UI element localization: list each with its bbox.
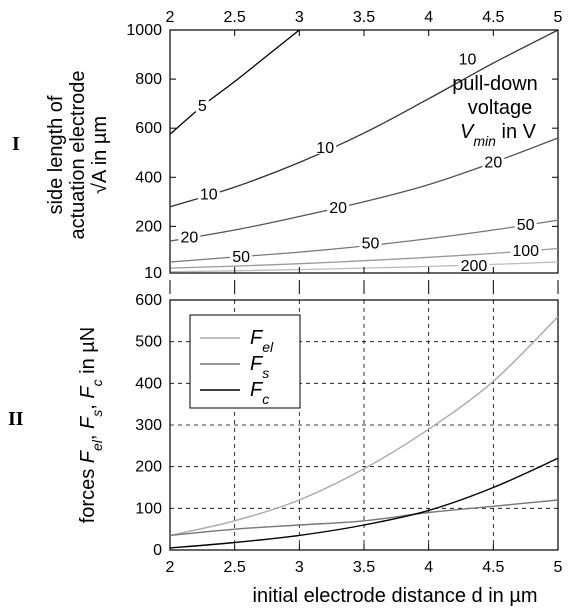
bottom-y-tick-label: 100	[135, 500, 162, 517]
contour-label: 20	[329, 200, 347, 217]
x-tick-bottom-label: 2.5	[224, 559, 246, 576]
annotation-line1: pull-down	[452, 73, 538, 95]
contour-label: 100	[512, 243, 539, 260]
bottom-y-tick-label: 600	[135, 292, 162, 309]
bottom-y-tick-label: 500	[135, 334, 162, 351]
contour-label: 20	[181, 229, 199, 246]
bottom-y-tick-label: 200	[135, 459, 162, 476]
bottom-y-tick-label: 0	[153, 542, 162, 559]
top-ylabel-line1: side length of	[45, 95, 67, 214]
bottom-y-tick-label: 400	[135, 375, 162, 392]
x-tick-top-label: 3.5	[353, 9, 375, 26]
contour-label: 50	[232, 249, 250, 266]
contour-label: 5	[198, 98, 207, 115]
top-ylabel-line2: actuation electrode	[67, 70, 89, 239]
annotation-line3: Vmin in V	[460, 121, 537, 149]
contour-label: 50	[517, 217, 535, 234]
x-tick-top-label: 2.5	[224, 9, 246, 26]
top-y-tick-label: 800	[135, 71, 162, 88]
top-y-tick-label: 400	[135, 169, 162, 186]
panel-label-bottom: II	[8, 408, 24, 430]
x-tick-bottom-label: 4.5	[482, 559, 504, 576]
contour-label: 10	[459, 51, 477, 68]
legend-box	[190, 315, 300, 408]
x-tick-bottom-label: 4	[424, 559, 433, 576]
contour-label: 10	[316, 140, 334, 157]
top-y-tick-label: 600	[135, 120, 162, 137]
x-tick-bottom-label: 3	[295, 559, 304, 576]
x-tick-bottom-label: 3.5	[353, 559, 375, 576]
x-tick-top-label: 3	[295, 9, 304, 26]
top-y-axis-label: side length of actuation electrode √A in…	[45, 70, 111, 239]
top-y-tick-label: 10	[144, 265, 162, 282]
panel-label-top: I	[12, 133, 20, 155]
x-tick-top-label: 5	[554, 9, 563, 26]
contour-label: 50	[362, 236, 380, 253]
x-tick-top-label: 4.5	[482, 9, 504, 26]
contour-label: 200	[461, 258, 488, 275]
x-tick-bottom-label: 2	[166, 559, 175, 576]
x-tick-top-label: 2	[166, 9, 175, 26]
annotation-line2: voltage	[468, 97, 533, 119]
contour-line-5	[170, 30, 299, 134]
bottom-y-axis-label: forces Fel, Fs, Fc in µN	[77, 327, 105, 524]
pull-down-annotation: pull-down voltage Vmin in V	[452, 73, 538, 149]
top-y-tick-label: 1000	[126, 22, 162, 39]
top-ylabel-line3: √A in µm	[89, 116, 111, 194]
bottom-y-tick-label: 300	[135, 417, 162, 434]
contour-label: 20	[484, 155, 502, 172]
x-axis-label: initial electrode distance d in µm	[253, 585, 538, 607]
x-tick-top-label: 4	[424, 9, 433, 26]
top-y-tick-label: 200	[135, 218, 162, 235]
contour-label: 10	[200, 186, 218, 203]
x-tick-bottom-label: 5	[554, 559, 563, 576]
bottom-ylabel: forces Fel, Fs, Fc in µN	[77, 327, 105, 524]
